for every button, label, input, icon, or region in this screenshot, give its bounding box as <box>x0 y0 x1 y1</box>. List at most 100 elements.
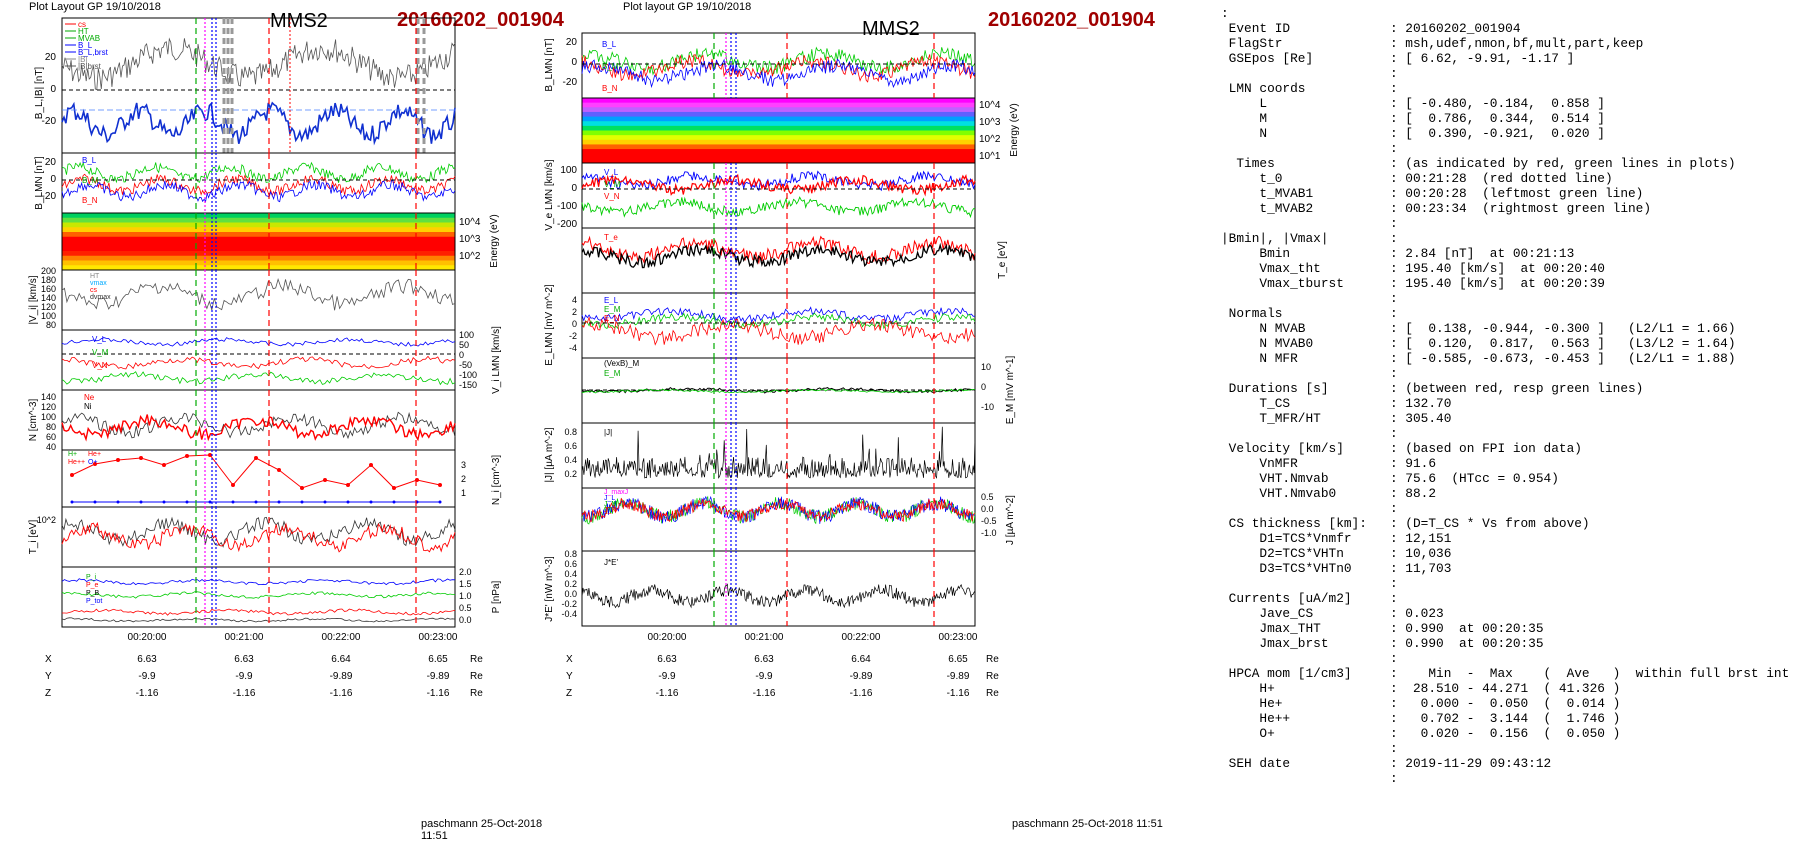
pos-row-unit: Re <box>470 671 483 682</box>
b-n-line <box>61 173 456 197</box>
je-line <box>581 583 976 609</box>
legend-label: J*E' <box>604 558 618 567</box>
legend-label: P_B <box>86 590 100 597</box>
info-line: Durations [s] : (between red, resp green… <box>1221 381 1644 396</box>
legend-label: |B| <box>78 55 88 64</box>
time-tick: 00:21:00 <box>745 632 784 643</box>
info-line: Event ID : 20160202_001904 <box>1221 21 1521 36</box>
legend-label: |B|brst <box>78 62 102 71</box>
time-tick: 00:22:00 <box>842 632 881 643</box>
spectrogram-band <box>62 251 455 257</box>
p-i-line <box>62 608 456 616</box>
pos-row-value: 6.63 <box>234 654 254 665</box>
pos-row-label: X <box>566 654 573 665</box>
he-plus-plus-line <box>71 454 441 489</box>
panel-j-abs-frame <box>581 422 976 489</box>
info-line: Currents [uA/m2] : <box>1221 591 1398 606</box>
pos-row-value: -9.89 <box>947 671 970 682</box>
energy-tick: 10^2 <box>459 251 481 262</box>
spectrogram-band <box>582 116 975 122</box>
legend-label: V_N <box>604 192 620 201</box>
ion-spectrogram <box>62 213 455 271</box>
info-line: N MVAB : [ 0.138, -0.944, -0.300 ] (L2/L… <box>1221 321 1736 336</box>
energy-label: Energy (eV) <box>489 214 500 267</box>
b-lmn-tick: 0 <box>571 57 577 68</box>
info-line: D3=TCS*VHTn0 : 11,703 <box>1221 561 1452 576</box>
v-i-tick: 200 <box>41 266 56 276</box>
t-e-perp-line <box>581 242 976 269</box>
e-lmn-tick: 2 <box>572 307 577 317</box>
b-lmn-tick: -20 <box>42 191 57 202</box>
j-abs-tick: 0.6 <box>564 441 577 451</box>
spectrogram-band <box>582 107 975 113</box>
legend-label: B_M <box>602 62 619 71</box>
panel-b-lmn-frame <box>61 152 456 214</box>
v-m-line <box>61 371 456 386</box>
info-line: HPCA mom [1/cm3] : Min - Max ( Ave ) wit… <box>1221 666 1790 681</box>
info-line: LMN coords : <box>1221 81 1398 96</box>
spectrogram-band <box>62 255 455 261</box>
n-e-line <box>61 414 456 442</box>
legend-label: E_M <box>604 305 621 314</box>
v-i-tick: 80 <box>46 320 56 330</box>
e-m-data-line <box>581 388 976 394</box>
left-mms-title: MMS2 <box>270 10 328 32</box>
left-plot-stack: 200-20csHTMVABB_LB_L,brst|B||B|brstB_L,|… <box>28 17 502 699</box>
legend-label: J_L <box>604 495 615 502</box>
je-tick: 0.2 <box>564 579 577 589</box>
je-tick: 0.8 <box>564 549 577 559</box>
legend-label: HT <box>78 27 89 36</box>
panel-t-i-frame <box>61 506 456 568</box>
j-tick: 0.0 <box>981 504 994 514</box>
panel-n-i-frame <box>61 449 456 508</box>
legend-label: vmax <box>90 280 107 287</box>
p-tot-line <box>61 578 456 586</box>
info-line: t_MVAB1 : 00:20:28 (leftmost green line) <box>1221 186 1644 201</box>
spectrogram-band <box>62 232 455 238</box>
je-tick: -0.4 <box>561 609 577 619</box>
info-line: M : [ 0.786, 0.344, 0.514 ] <box>1221 111 1605 126</box>
j-abs-tick: 0.2 <box>564 469 577 479</box>
legend-label: E_N <box>604 314 620 323</box>
info-line: t_0 : 00:21:28 (red dotted line) <box>1221 171 1613 186</box>
spectrogram-band <box>62 236 455 242</box>
right-plot-column: Plot layout GP 19/10/2018 MMS2 20160202_… <box>544 0 1220 841</box>
legend-label: MVAB <box>78 34 100 43</box>
b-lmn-tick: -20 <box>563 77 578 88</box>
legend-label: cs <box>90 287 98 294</box>
left-layout-label: Plot Layout GP 19/10/2018 <box>29 1 161 13</box>
spectrogram-band <box>582 139 975 145</box>
panel-ylabel: |J| [µA m^-2] <box>544 427 555 482</box>
legend-label: J_M <box>604 501 617 508</box>
spectrogram-band <box>582 144 975 150</box>
pos-row-unit: Re <box>470 688 483 699</box>
panel-ylabel: V_i LMN [km/s] <box>491 326 502 394</box>
j-abs-tick: 0.4 <box>564 455 577 465</box>
v-e-tick: -200 <box>557 219 577 230</box>
v-e-tick: 100 <box>560 165 577 176</box>
panel-ylabel: B_LMN [nT] <box>544 38 555 92</box>
info-line: VHT.Nmvab : 75.6 (HTcc = 0.954) <box>1221 471 1559 486</box>
b-lmn-tick: 0 <box>50 174 56 185</box>
panel-ylabel: T_e [eV] <box>997 241 1008 279</box>
v-i-tick: 100 <box>41 311 56 321</box>
panel-ylabel: B_LMN [nT] <box>34 156 45 210</box>
p-tick: 1.0 <box>459 591 472 601</box>
legend-label: (VexB)_M <box>604 359 639 368</box>
time-tick: 00:23:00 <box>419 632 458 643</box>
v-i-tick: 120 <box>41 302 56 312</box>
info-line: Velocity [km/s] : (based on FPI ion data… <box>1221 441 1582 456</box>
legend-label: HT <box>90 273 100 280</box>
right-mms-title: MMS2 <box>862 18 920 40</box>
spectrogram-band <box>62 241 455 247</box>
panel-v-i-frame <box>61 269 456 331</box>
b-m-line <box>61 161 456 184</box>
v-i-lmn-tick: 50 <box>459 340 469 350</box>
pos-row-value: -9.9 <box>235 671 253 682</box>
n-tick: 140 <box>41 392 56 402</box>
v-e-tick: -100 <box>557 201 577 212</box>
panel-ylabel: B_L,|B| [nT] <box>34 67 45 120</box>
info-line: : <box>1221 366 1398 381</box>
v-e-n-line <box>581 173 976 197</box>
b-l-line <box>581 58 976 89</box>
